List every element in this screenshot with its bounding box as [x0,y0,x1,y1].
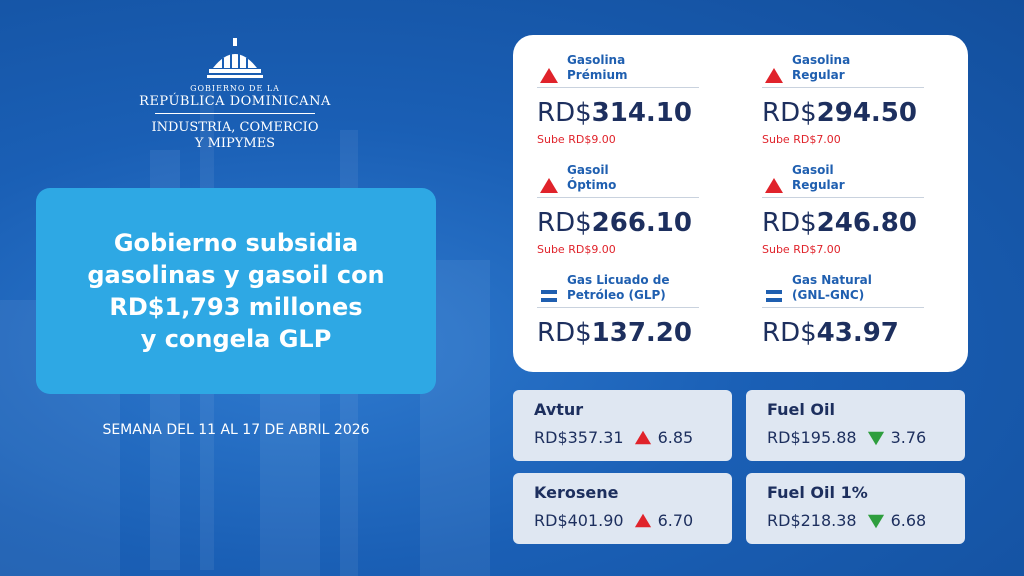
week-label: SEMANA DEL 11 AL 17 DE ABRIL 2026 [102,422,370,438]
fuel-card-price: RD$218.38 6.68 [767,511,926,530]
price-change: Sube RD$7.00 [762,243,841,256]
fuel-card-price: RD$401.90 6.70 [534,511,693,530]
fuel-card-name: Fuel Oil [767,400,835,419]
fuel-name-line: Gasolina [567,53,626,67]
change-value: 3.76 [890,428,927,447]
headline-line: Gobierno subsidia [113,229,359,257]
separator [537,87,699,88]
currency: RD$ [537,318,592,348]
fuel-card-name: Avtur [534,400,584,419]
header-line: GOBIERNO DE LA [190,84,280,93]
price-value: 266.10 [591,208,692,238]
separator [537,307,699,308]
fuel-name-line: Gas Licuado de [567,273,670,287]
change-value: 6.70 [657,511,694,530]
fuel-card: Fuel Oil RD$195.88 3.76 [746,390,965,461]
price-value: 137.20 [591,318,692,348]
fuel-price: RD$294.50 [762,98,917,128]
change-value: 6.85 [657,428,694,447]
separator [762,87,924,88]
price-change: Sube RD$9.00 [537,243,616,256]
trend-icon-down [867,514,884,528]
fuel-name: Gasolina Prémium [567,53,628,83]
trend-icon-equal [766,290,782,302]
separator [762,197,924,198]
price-value: 294.50 [816,98,917,128]
fuel-card-name: Fuel Oil 1% [767,483,868,502]
price-value: RD$401.90 [534,511,624,530]
fuel-name-line: Petróleo (GLP) [567,288,666,302]
price-value: 314.10 [591,98,692,128]
price-value: 43.97 [816,318,899,348]
fuel-name-line: Gasoil [567,163,609,177]
headline-box: Gobierno subsidia gasolinas y gasoil con R… [36,188,436,394]
fuel-name: Gasoil Óptimo [567,163,616,193]
fuel-name-line: Regular [792,178,845,192]
main-prices-panel: Gasolina Prémium RD$314.10 Sube RD$9.00 Gaso… [513,35,968,372]
fuel-name-line: Gasoil [792,163,834,177]
price-value: RD$218.38 [767,511,857,530]
fuel-name-line: Óptimo [567,178,617,192]
fuel-price: RD$137.20 [537,318,692,348]
currency: RD$ [762,208,817,238]
headline-line: y congela GLP [140,325,332,353]
fuel-name-line: Prémium [567,68,628,82]
price-value: RD$195.88 [767,428,857,447]
header-line: REPÚBLICA DOMINICANA [139,94,331,109]
fuel-price: RD$266.10 [537,208,692,238]
header-line: INDUSTRIA, COMERCIO [151,120,319,135]
price-value: 246.80 [816,208,917,238]
price-value: RD$357.31 [534,428,624,447]
trend-icon-up [765,178,783,193]
fuel-card: Fuel Oil 1% RD$218.38 6.68 [746,473,965,544]
price-change: Sube RD$7.00 [762,133,841,146]
fuel-card-name: Kerosene [534,483,619,502]
headline-line: gasolinas y gasoil con [87,261,385,289]
trend-icon-up [634,513,651,527]
trend-icon-up [765,68,783,83]
currency: RD$ [537,208,592,238]
fuel-name-line: Gasolina [792,53,851,67]
separator [537,197,699,198]
divider [155,113,315,114]
trend-icon-down [867,431,884,445]
fuel-card-price: RD$195.88 3.76 [767,428,926,447]
fuel-name-line: Gas Natural [792,273,872,287]
trend-icon-equal [541,290,557,302]
currency: RD$ [537,98,592,128]
fuel-name: Gasolina Regular [792,53,850,83]
currency: RD$ [762,318,817,348]
separator [762,307,924,308]
fuel-card-price: RD$357.31 6.85 [534,428,693,447]
price-change: Sube RD$9.00 [537,133,616,146]
fuel-card: Avtur RD$357.31 6.85 [513,390,732,461]
change-value: 6.68 [890,511,927,530]
trend-icon-up [634,430,651,444]
fuel-name-line: (GNL-GNC) [792,288,865,302]
currency: RD$ [762,98,817,128]
fuel-price: RD$314.10 [537,98,692,128]
logo-dome [207,38,263,78]
fuel-card: Kerosene RD$401.90 6.70 [513,473,732,544]
fuel-price: RD$246.80 [762,208,917,238]
fuel-price: RD$43.97 [762,318,899,348]
headline-line: RD$1,793 millones [109,293,363,321]
trend-icon-up [540,68,558,83]
fuel-name: Gasoil Regular [792,163,845,193]
fuel-name: Gas Licuado de Petróleo (GLP) [567,273,670,303]
trend-icon-up [540,178,558,193]
header-line: Y MIPYMES [194,136,276,151]
fuel-name-line: Regular [792,68,845,82]
fuel-name: Gas Natural (GNL-GNC) [792,273,872,303]
